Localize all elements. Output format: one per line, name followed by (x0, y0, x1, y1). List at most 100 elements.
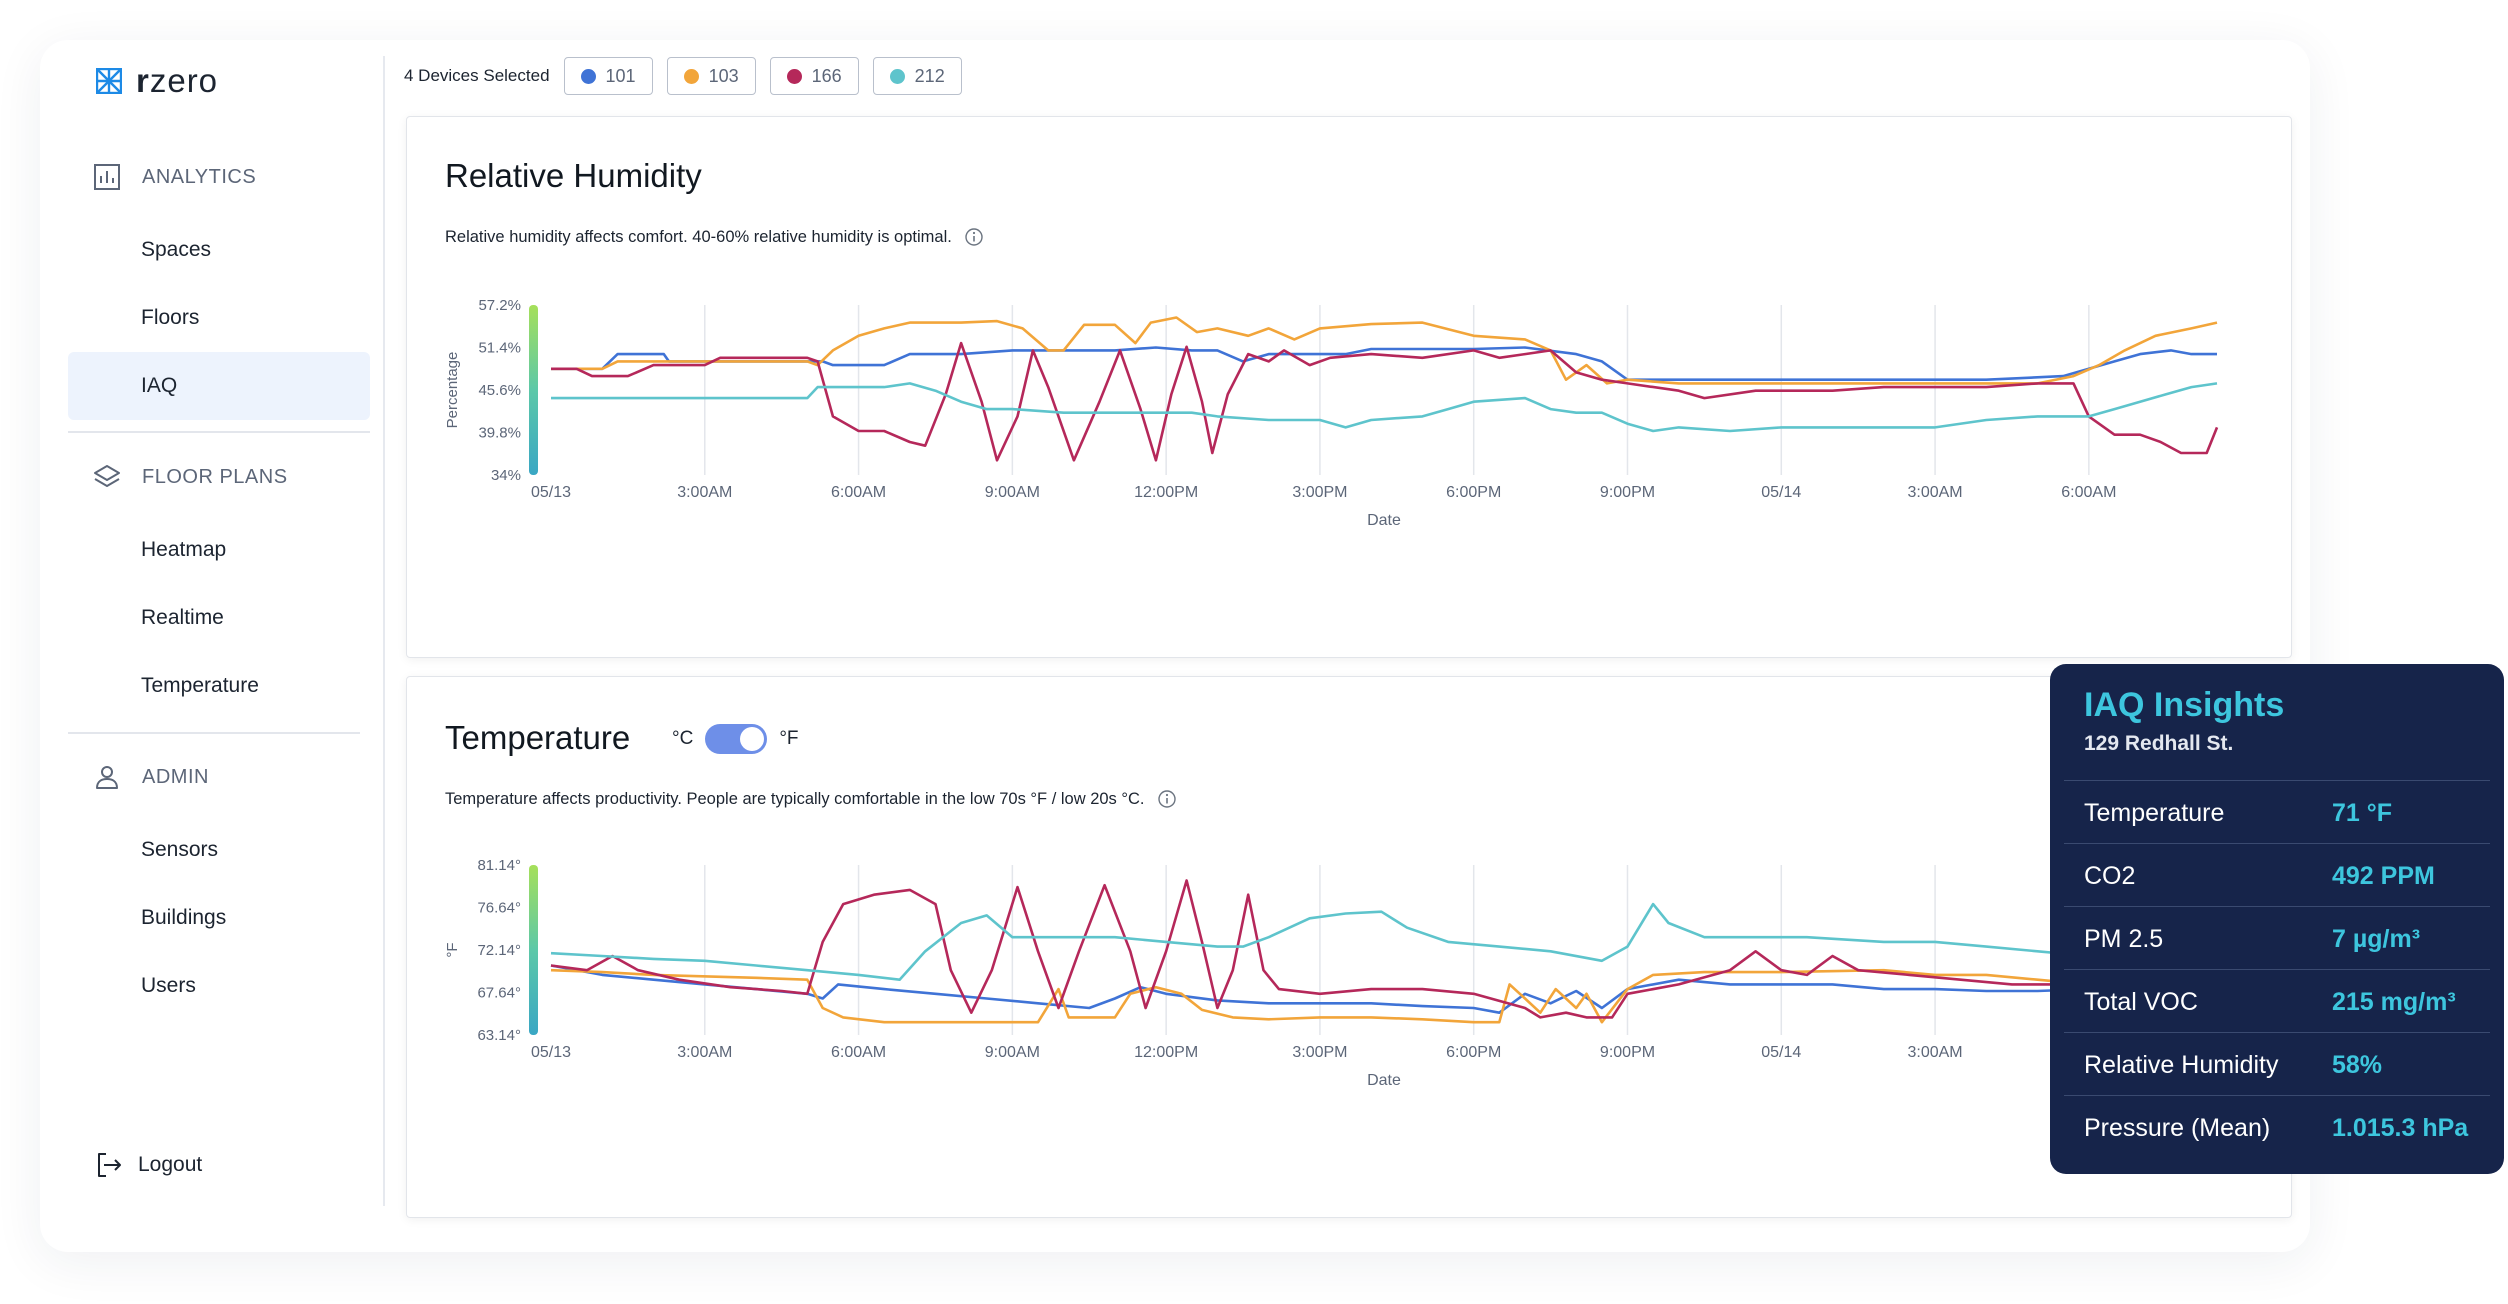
sidebar-item-realtime[interactable]: Realtime (141, 606, 224, 629)
insights-title: IAQ Insights (2084, 686, 2285, 724)
x-axis-label: Date (1367, 1072, 1401, 1089)
section-admin: ADMIN (92, 762, 209, 792)
info-icon[interactable] (1157, 789, 1177, 809)
sidebar-border (383, 56, 385, 1206)
x-tick-label: 05/14 (1761, 484, 1801, 501)
device-color-dot (683, 68, 699, 84)
y-tick-label: 39.8% (478, 425, 521, 442)
x-tick-label: 12:00PM (1134, 484, 1198, 501)
device-selector-bar: 4 Devices Selected 101 103 166 212 (404, 56, 976, 96)
insight-value: 71 °F (2332, 799, 2393, 827)
temperature-title: Temperature (445, 719, 631, 756)
humidity-description: Relative humidity affects comfort. 40-60… (445, 227, 984, 247)
series-line-212 (551, 382, 2218, 433)
humidity-description-text: Relative humidity affects comfort. 40-60… (445, 227, 952, 246)
sidebar: rzero ANALYTICS Spaces Floors IAQ FLOOR … (40, 40, 384, 1252)
series-line-103 (550, 968, 2115, 1024)
y-tick-label: 51.4% (478, 340, 521, 357)
sidebar-item-temperature[interactable]: Temperature (141, 674, 259, 697)
sidebar-item-buildings[interactable]: Buildings (141, 906, 227, 929)
x-tick-label: 6:00PM (1446, 1044, 1501, 1061)
device-chip-166[interactable]: 166 (769, 57, 859, 95)
sidebar-item-floors[interactable]: Floors (141, 306, 200, 329)
user-icon (96, 766, 118, 789)
temperature-description: Temperature affects productivity. People… (445, 789, 1177, 809)
insight-label: Relative Humidity (2084, 1051, 2279, 1079)
brand-logo[interactable]: rzero (96, 62, 218, 100)
brand-name: rzero (136, 62, 219, 99)
device-chip-212[interactable]: 212 (872, 57, 962, 95)
sidebar-item-spaces[interactable]: Spaces (141, 238, 212, 261)
insight-value: 58% (2332, 1051, 2383, 1079)
x-tick-label: 6:00PM (1446, 484, 1501, 501)
toggle-knob (740, 727, 765, 751)
unit-toggle[interactable] (705, 724, 768, 754)
logout-button[interactable]: Logout (94, 1150, 202, 1180)
x-tick-label: 05/13 (531, 1044, 571, 1061)
series-line-212 (550, 902, 2115, 981)
device-chip-101[interactable]: 101 (563, 57, 653, 95)
x-tick-label: 12:00PM (1134, 1044, 1198, 1061)
insight-label: Total VOC (2084, 988, 2198, 1016)
x-tick-label: 9:00AM (985, 484, 1040, 501)
y-axis-label: Percentage (444, 352, 461, 429)
temperature-description-text: Temperature affects productivity. People… (445, 789, 1145, 808)
x-tick-label: 9:00PM (1600, 484, 1655, 501)
x-tick-label: 3:00AM (677, 484, 732, 501)
x-tick-label: 6:00AM (831, 1044, 886, 1061)
temperature-chart: 05/13 3:00AM 6:00AM 9:00AM 12:00PM 3:00PM 6:00… (444, 857, 2116, 1089)
section-label-floor-plans: FLOOR PLANS (142, 465, 288, 488)
sidebar-item-sensors[interactable]: Sensors (141, 838, 219, 861)
y-axis-bar (529, 305, 538, 475)
insight-row-humidity: Relative Humidity 58% (2064, 1032, 2490, 1095)
y-tick-label: 45.6% (478, 382, 521, 399)
section-label-admin: ADMIN (142, 765, 209, 788)
sidebar-item-heatmap[interactable]: Heatmap (141, 538, 227, 561)
insight-value: 492 PPM (2332, 862, 2435, 890)
insight-value: 7 µg/m³ (2332, 925, 2421, 953)
x-tick-label: 05/13 (531, 484, 571, 501)
series-line-101 (550, 964, 2115, 1014)
y-tick-label: 67.64° (477, 985, 521, 1002)
y-tick-label: 34% (491, 467, 521, 484)
device-chip-103[interactable]: 103 (666, 57, 756, 95)
y-axis-label: °F (444, 942, 461, 957)
info-icon[interactable] (964, 227, 984, 247)
section-label-analytics: ANALYTICS (142, 165, 257, 188)
insight-value: 215 mg/m³ (2332, 988, 2456, 1016)
x-tick-label: 9:00PM (1600, 1044, 1655, 1061)
unit-celsius-label[interactable]: °C (672, 728, 694, 749)
x-tick-label: 3:00PM (1292, 1044, 1347, 1061)
insight-row-temperature: Temperature 71 °F (2064, 780, 2490, 843)
y-axis-bar (529, 865, 538, 1035)
insight-row-co2: CO2 492 PPM (2064, 843, 2490, 906)
insight-label: PM 2.5 (2084, 925, 2164, 953)
insight-row-tvoc: Total VOC 215 mg/m³ (2064, 969, 2490, 1032)
sidebar-item-iaq[interactable]: IAQ (68, 352, 370, 420)
unit-toggle-group: °C °F (672, 724, 799, 754)
x-tick-label: 6:00AM (831, 484, 886, 501)
x-tick-label: 05/14 (1761, 1044, 1801, 1061)
series-line-166 (550, 879, 2116, 1019)
unit-fahrenheit-label[interactable]: °F (779, 728, 799, 749)
section-analytics: ANALYTICS (92, 162, 256, 192)
sidebar-item-users[interactable]: Users (141, 974, 196, 997)
device-color-dot (580, 68, 596, 84)
iaq-insights-panel: IAQ Insights 129 Redhall St. Temperature… (2050, 664, 2504, 1174)
bar-chart-icon (94, 164, 120, 190)
y-tick-label: 81.14° (477, 857, 521, 874)
device-chip-label: 103 (708, 65, 739, 86)
insight-value: 1.015.3 hPa (2332, 1114, 2469, 1142)
x-tick-label: 3:00AM (1907, 484, 1962, 501)
insight-row-pm25: PM 2.5 7 µg/m³ (2064, 906, 2490, 969)
sidebar-divider (68, 732, 360, 734)
app-window: rzero ANALYTICS Spaces Floors IAQ FLOOR … (40, 40, 2310, 1252)
series-line-101 (551, 346, 2217, 381)
x-tick-label: 3:00AM (677, 1044, 732, 1061)
device-color-dot (889, 68, 905, 84)
humidity-title: Relative Humidity (445, 157, 702, 194)
layers-icon (94, 465, 120, 487)
insight-label: Pressure (Mean) (2084, 1114, 2271, 1142)
insight-row-pressure: Pressure (Mean) 1.015.3 hPa (2064, 1095, 2490, 1158)
logout-icon (98, 1153, 121, 1177)
